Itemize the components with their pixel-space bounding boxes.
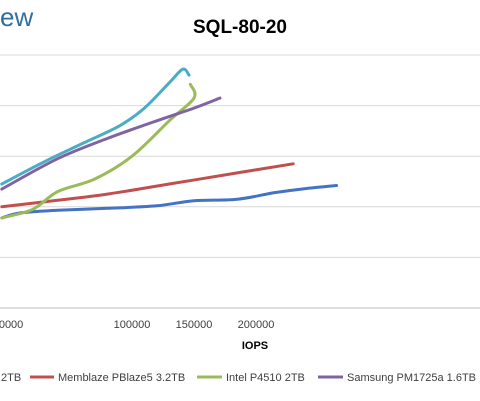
x-axis-label: IOPS <box>242 340 268 352</box>
chart-title: SQL-80-20 <box>193 17 287 38</box>
legend-label: Memblaze PBlaze5 3.2TB <box>58 372 185 384</box>
series-lines <box>0 67 339 220</box>
y-gridlines <box>0 54 480 258</box>
legend-label: Intel P4510 2TB <box>226 372 305 384</box>
series-line-5 <box>0 67 191 186</box>
x-tick-label: 00000 <box>0 319 23 331</box>
x-tick-label: 150000 <box>176 319 213 331</box>
partial-brand-text: ew <box>0 2 34 32</box>
legend-label: .2TB <box>0 372 21 384</box>
series-line-1 <box>0 184 339 220</box>
x-tick-label: 200000 <box>238 319 275 331</box>
series-line-4 <box>0 96 222 191</box>
legend-label: Samsung PM1725a 1.6TB <box>347 372 476 384</box>
x-tick-labels: 00000 100000 150000 200000 <box>0 319 274 331</box>
x-tick-label: 100000 <box>114 319 151 331</box>
legend: .2TB Memblaze PBlaze5 3.2TB Intel P4510 2T… <box>0 372 476 384</box>
series-line-3 <box>0 82 197 220</box>
